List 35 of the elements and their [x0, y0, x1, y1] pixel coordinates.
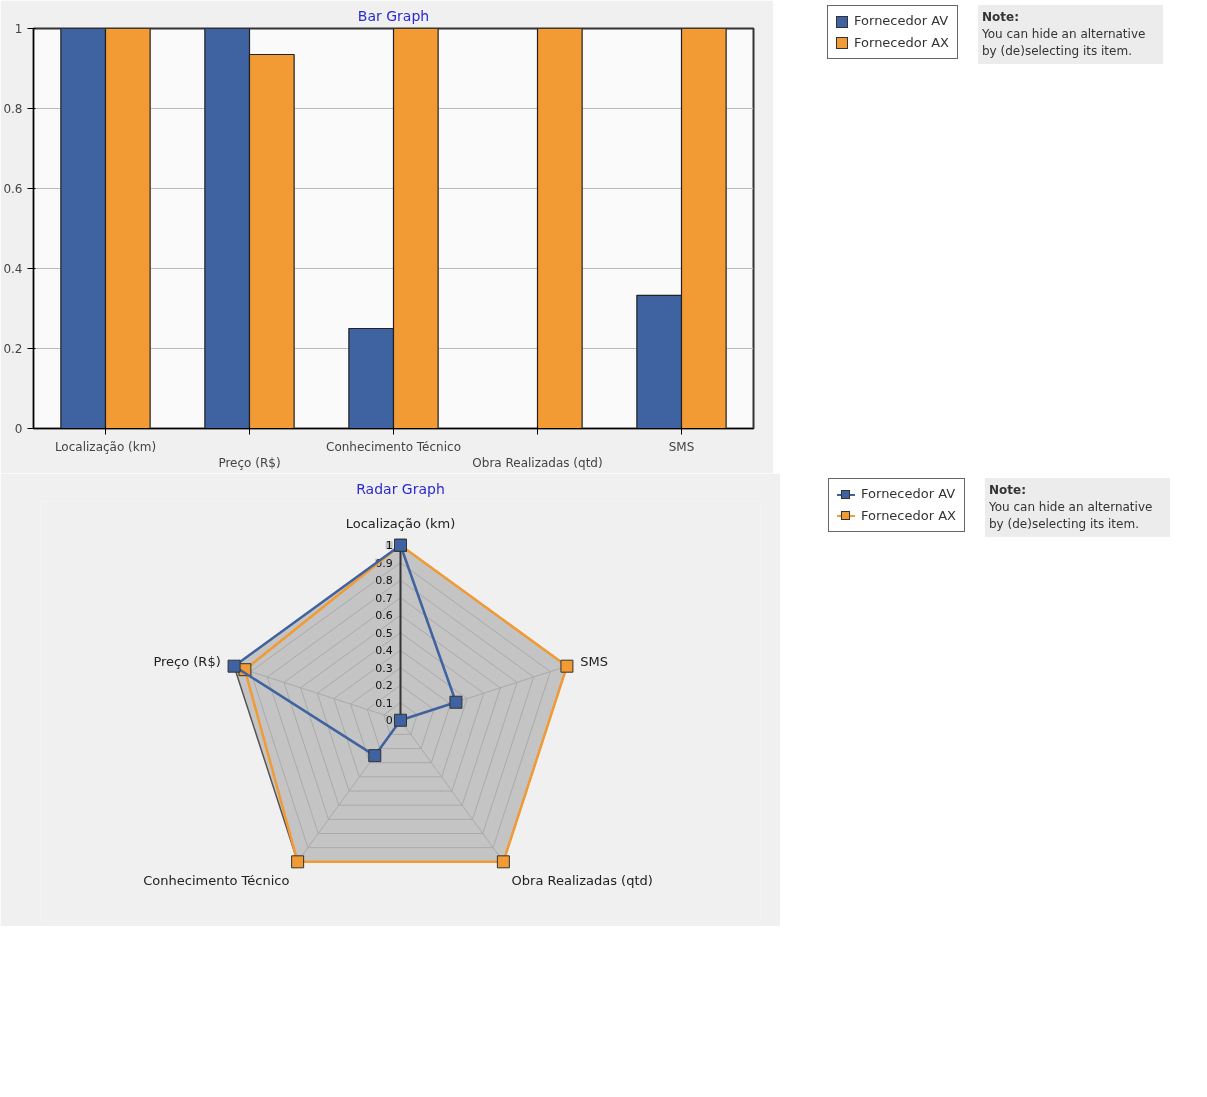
y-tick-label: 0.7 [375, 591, 393, 605]
x-tick-label: Conhecimento Técnico [326, 439, 461, 454]
legend-label: Fornecedor AV [861, 486, 956, 501]
spoke-label: SMS [580, 654, 608, 670]
y-tick-label: 0.4 [375, 644, 393, 658]
y-tick-label: 0.2 [3, 342, 23, 356]
text: Note: [989, 483, 1026, 497]
text: Note: [982, 10, 1019, 24]
bar [536, 28, 583, 429]
y-tick-label: 0.5 [375, 626, 393, 640]
spoke-label: Preço (R$) [153, 654, 221, 670]
y-tick-label: 0.3 [375, 661, 393, 675]
spoke-label: Localização (km) [345, 516, 456, 532]
y-tick-label: 0 [385, 714, 393, 728]
y-tick-label: 0.8 [375, 574, 393, 588]
chart-title: Bar Graph [357, 7, 430, 24]
text: You can hide an alternative by (de)selecting its item. [982, 27, 1146, 59]
y-tick-label: 0 [14, 422, 23, 436]
y-tick-label: 0.8 [3, 102, 23, 116]
chart-title: Radar Graph [356, 480, 445, 497]
y-tick-label: 1 [14, 22, 23, 36]
spoke-label: Obra Realizadas (qtd) [511, 873, 653, 889]
legend-label: Fornecedor AX [854, 34, 949, 50]
x-tick-label: Localização (km) [54, 439, 157, 454]
y-tick-label: 0.1 [375, 696, 393, 710]
y-tick-label: 1 [385, 539, 393, 553]
y-tick-label: 0.6 [375, 609, 393, 623]
y-tick-label: 0.6 [3, 182, 23, 196]
spoke-label: Conhecimento Técnico [143, 873, 290, 889]
x-tick-label: SMS [668, 439, 695, 454]
y-tick-label: 0.2 [375, 679, 393, 693]
legend-label: Fornecedor AX [861, 507, 956, 523]
legend-label: Fornecedor AV [854, 13, 949, 28]
y-tick-label: 0.4 [3, 262, 23, 276]
text: You can hide an alternative by (de)selecting its item. [989, 500, 1153, 532]
